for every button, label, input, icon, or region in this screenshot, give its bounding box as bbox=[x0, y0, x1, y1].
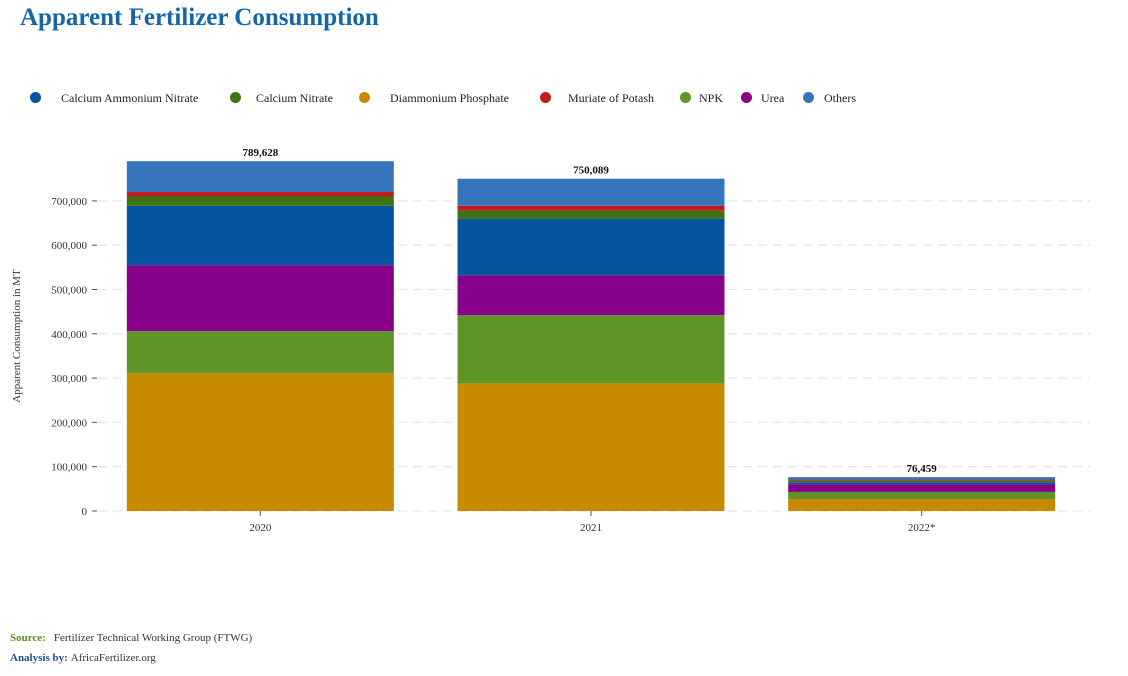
legend-label: Muriate of Potash bbox=[568, 91, 654, 105]
x-tick-label: 2021 bbox=[580, 522, 602, 534]
bar-segment-urea bbox=[126, 265, 394, 332]
bar-segment-diammonium-phosphate bbox=[126, 373, 394, 511]
y-tick-label: 600,000 bbox=[51, 240, 87, 252]
source-label: Source: bbox=[10, 632, 46, 644]
y-tick-label: 700,000 bbox=[51, 196, 87, 208]
legend-label: Calcium Nitrate bbox=[256, 91, 333, 105]
bar-segment-muriate-of-potash bbox=[457, 205, 725, 211]
footer-analysis: Analysis by: AfricaFertilizer.org bbox=[10, 652, 156, 664]
bar-segment-urea bbox=[457, 275, 725, 316]
x-tick-label: 2022* bbox=[908, 522, 936, 534]
legend-swatch bbox=[30, 92, 41, 103]
legend-swatch bbox=[680, 92, 691, 103]
bar-segment-muriate-of-potash bbox=[126, 192, 394, 197]
bar-total-label: 750,089 bbox=[573, 165, 609, 177]
bar-total-label: 789,628 bbox=[242, 147, 278, 159]
bar-segment-calcium-ammonium-nitrate bbox=[457, 218, 725, 276]
y-tick-label: 200,000 bbox=[51, 417, 87, 429]
bar-segment-diammonium-phosphate bbox=[788, 499, 1056, 511]
bar-segment-npk bbox=[126, 331, 394, 374]
legend-label: Others bbox=[824, 91, 856, 105]
legend-swatch bbox=[359, 92, 370, 103]
y-tick-label: 500,000 bbox=[51, 285, 87, 297]
y-tick-label: 300,000 bbox=[51, 373, 87, 385]
y-tick-label: 100,000 bbox=[51, 462, 87, 474]
bar-segment-diammonium-phosphate bbox=[457, 383, 725, 511]
bar-segment-npk bbox=[457, 315, 725, 384]
bar-segment-calcium-ammonium-nitrate bbox=[788, 482, 1056, 485]
x-tick-label: 2020 bbox=[249, 522, 272, 534]
legend-swatch bbox=[741, 92, 752, 103]
bar-segment-calcium-nitrate bbox=[457, 210, 725, 219]
bar-segment-others bbox=[126, 161, 394, 193]
analysis-value: AfricaFertilizer.org bbox=[70, 652, 156, 664]
bar-segment-urea bbox=[788, 484, 1056, 492]
source-value: Fertilizer Technical Working Group (FTWG… bbox=[53, 632, 253, 644]
bar-segment-others bbox=[457, 178, 725, 206]
legend-label: NPK bbox=[699, 91, 724, 105]
legend-swatch bbox=[540, 92, 551, 103]
bar-segment-others bbox=[788, 477, 1056, 480]
footer-source: Source: Fertilizer Technical Working Grou… bbox=[10, 632, 252, 644]
bar-segment-npk bbox=[788, 491, 1056, 500]
legend-label: Urea bbox=[761, 91, 785, 105]
bar-segment-calcium-nitrate bbox=[126, 196, 394, 206]
bar-segment-muriate-of-potash bbox=[788, 479, 1056, 481]
legend-swatch bbox=[803, 92, 814, 103]
bar-total-label: 76,459 bbox=[907, 463, 938, 475]
analysis-label: Analysis by: bbox=[10, 652, 68, 664]
y-tick-label: 400,000 bbox=[51, 329, 87, 341]
bar-segment-calcium-nitrate bbox=[788, 480, 1056, 483]
legend-swatch bbox=[230, 92, 241, 103]
bar-segment-calcium-ammonium-nitrate bbox=[126, 205, 394, 266]
legend-label: Calcium Ammonium Nitrate bbox=[61, 91, 199, 105]
y-tick-label: 0 bbox=[82, 506, 88, 518]
legend-label: Diammonium Phosphate bbox=[390, 91, 509, 105]
chart-title: Apparent Fertilizer Consumption bbox=[20, 4, 379, 31]
y-axis-label: Apparent Consumption in MT bbox=[11, 269, 23, 403]
